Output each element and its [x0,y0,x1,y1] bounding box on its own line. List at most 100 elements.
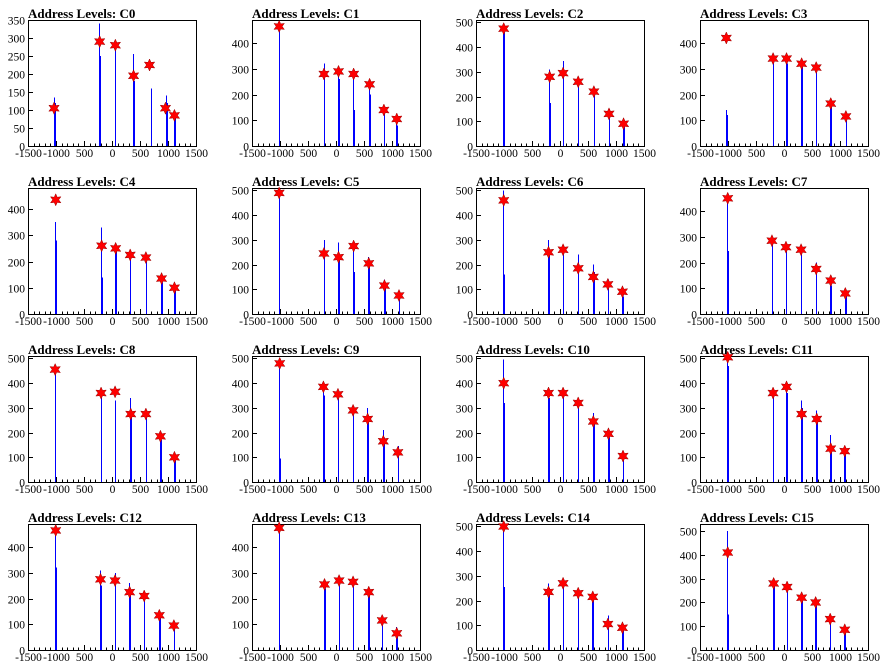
y-tick-label: 300 [8,231,26,243]
x-tick-label: 500 [300,484,318,496]
x-tick-label: 0 [782,652,788,664]
y-tick-label: 100 [8,453,26,465]
x-tick-label: -1000 [715,316,742,328]
x-tick-label: -1000 [491,316,518,328]
peak-marker-star [542,585,555,599]
x-tick-label: 1000 [157,652,180,664]
x-tick-label: -1500 [463,652,490,664]
peak-marker-star [49,193,62,207]
x-tick-label: 1000 [829,652,852,664]
peak-marker-star [780,51,793,66]
peak-marker-star [497,519,510,534]
peak-marker-star [811,412,823,426]
x-tick-label: 500 [580,148,598,160]
panel-c2: Address Levels: C2 0 100 200 300 400 500 -1500-… [456,6,657,160]
peak-marker-star [825,442,837,456]
peak-marker-star [363,585,375,599]
x-tick-label: -1500 [463,316,490,328]
y-tick-label: 350 [8,16,26,28]
y-tick-label: 200 [456,93,474,105]
x-tick-label: -1500 [687,316,714,328]
x-tick-label: -1000 [267,484,294,496]
peak-marker-star [720,31,733,45]
peak-marker-star [168,281,181,295]
plot-frame [476,524,645,651]
panel-c14: Address Levels: C14 0 100 200 300 400 500 -1500… [456,510,657,664]
peak-marker-star [393,288,405,303]
y-tick-label: 300 [232,569,250,581]
y-tick-label: 100 [680,622,698,634]
peak-marker-star [542,386,555,400]
y-tick-label: 150 [8,88,26,100]
peak-marker-star [48,101,60,115]
peak-marker-star [273,521,285,535]
y-tick-label: 200 [680,429,698,441]
x-tick-label: 500 [132,316,150,328]
x-tick-label: 500 [804,484,822,496]
peak-marker-star [109,385,121,399]
x-tick-label: 500 [748,316,766,328]
peak-marker-star [839,623,851,637]
x-tick-label: 1000 [605,316,628,328]
y-tick-label: 200 [680,259,698,271]
y-tick-label: 100 [680,453,698,465]
peak-marker-star [767,51,779,66]
peak-marker-star [168,450,181,464]
y-tick-label: 100 [456,621,474,633]
panel-title: Address Levels: C7 [700,174,808,189]
x-tick-label: 1000 [381,484,404,496]
peak-marker-star [497,376,510,390]
y-tick-label: 400 [232,543,250,555]
x-tick-label: 0 [782,316,788,328]
x-tick-label: 0 [782,148,788,160]
x-tick-label: 500 [132,652,150,664]
x-tick-label: 1500 [857,148,880,160]
peak-marker-star [347,67,360,81]
y-tick-label: 100 [680,116,698,128]
x-tick-label: 500 [580,652,598,664]
plot-frame [476,356,645,483]
y-tick-label: 200 [8,258,26,270]
peak-marker-star [824,612,836,626]
x-tick-label: -1000 [267,316,294,328]
panel-title: Address Levels: C13 [252,510,366,525]
peak-marker-star [391,112,403,126]
x-tick-label: -1000 [267,148,294,160]
panel-title: Address Levels: C9 [252,342,360,357]
y-tick-label: 200 [456,597,474,609]
peak-marker-star [159,101,172,115]
y-tick-label: 100 [232,620,250,632]
y-tick-label: 200 [232,595,250,607]
peak-marker-star [95,386,107,400]
x-tick-label: -1500 [15,148,42,160]
x-tick-label: 500 [580,484,598,496]
y-tick-label: 0 [467,646,473,658]
panel-title: Address Levels: C6 [476,174,584,189]
x-tick-label: 500 [580,316,598,328]
x-tick-label: 500 [300,316,318,328]
x-tick-label: 500 [300,148,318,160]
peak-marker-star [780,240,792,254]
peak-marker-star [795,407,808,421]
y-tick-label: 300 [680,575,698,587]
plot-frame [700,188,869,315]
x-tick-label: 500 [76,652,94,664]
panel-title: Address Levels: C3 [700,6,808,21]
peak-marker-star [125,407,137,421]
y-tick-label: 500 [456,354,474,366]
x-tick-label: 0 [110,652,116,664]
peak-marker-star [767,576,780,591]
x-tick-label: 1500 [185,652,208,664]
peak-marker-star [572,75,584,89]
x-tick-label: 500 [524,148,542,160]
y-tick-label: 100 [8,106,26,118]
x-tick-label: -1500 [463,148,490,160]
peak-marker-star [721,191,734,205]
y-tick-label: 0 [691,142,697,154]
peak-marker-star [123,585,136,599]
y-tick-label: 0 [467,142,473,154]
x-tick-label: 1500 [185,484,208,496]
y-tick-label: 400 [456,547,474,559]
y-tick-label: 200 [232,91,250,103]
panel-c0: Address Levels: C0 0 50 100 150 200 250 300 350 -… [8,6,209,160]
